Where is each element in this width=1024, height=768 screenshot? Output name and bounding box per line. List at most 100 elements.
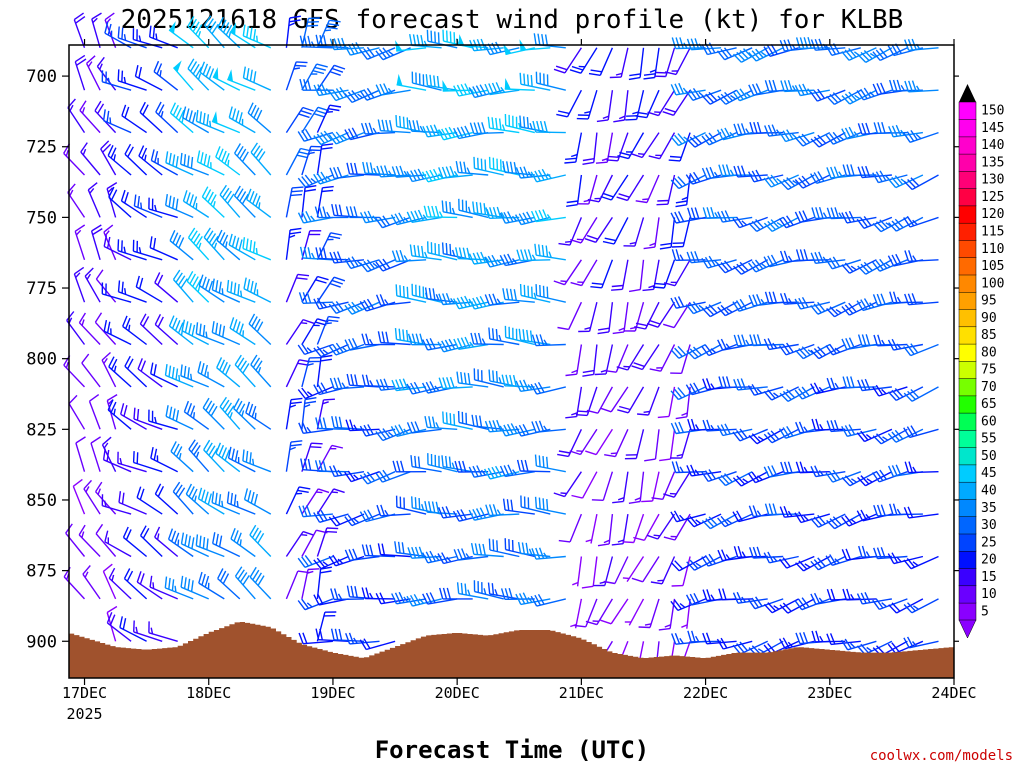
wind-barb: [212, 67, 241, 91]
wind-barb: [857, 47, 893, 64]
wind-barb: [437, 552, 473, 565]
wind-barb: [856, 592, 893, 605]
wind-barb: [499, 211, 535, 224]
wind-barb: [587, 174, 614, 203]
colorbar: 5 10 15 20 25 30 35 40 45 50 55 60 65 70 75 80 85 90 95 100…: [958, 84, 1004, 639]
colorbar-label: 85: [981, 328, 997, 343]
y-tick-label: 725: [26, 138, 57, 158]
wind-barb: [285, 227, 302, 260]
wind-barb: [671, 461, 706, 474]
wind-barb: [570, 217, 598, 244]
wind-barb: [565, 344, 583, 377]
colorbar-segment: [958, 602, 977, 621]
wind-barb: [825, 343, 862, 356]
colorbar-segment: [958, 274, 977, 293]
wind-barb: [167, 528, 194, 558]
y-tick-label: 750: [26, 208, 57, 228]
colorbar-segment: [958, 326, 977, 345]
colorbar-label: 110: [981, 242, 1004, 257]
wind-barb: [101, 282, 132, 303]
wind-barb: [888, 124, 923, 138]
y-tick-label: 900: [26, 632, 57, 652]
wind-barb: [132, 28, 163, 49]
wind-barb: [328, 300, 365, 314]
wind-barb: [315, 247, 349, 261]
colorbar-label: 130: [981, 173, 1004, 188]
colorbar-label: 25: [981, 535, 997, 550]
wind-barb: [314, 206, 349, 219]
wind-barb: [196, 150, 225, 176]
colorbar-segment: [958, 239, 977, 258]
wind-barb: [297, 343, 334, 356]
wind-barb: [242, 66, 272, 91]
x-axis-label: Forecast Time (UTC): [375, 736, 650, 764]
wind-barb: [124, 143, 148, 176]
colorbar-label: 120: [981, 207, 1004, 222]
wind-barb: [117, 280, 147, 303]
wind-barb: [455, 247, 489, 261]
wind-barb: [154, 483, 179, 515]
wind-barb: [134, 65, 163, 91]
wind-barb: [104, 530, 132, 558]
wind-barb: [532, 120, 566, 134]
wind-barb: [215, 146, 241, 176]
wind-barb: [516, 459, 551, 473]
wind-barb: [361, 333, 396, 346]
wind-barb: [663, 471, 691, 498]
wind-barb: [670, 386, 706, 401]
terrain-surface: [69, 622, 960, 678]
colorbar-label: 75: [981, 363, 997, 378]
wind-barb: [422, 592, 458, 605]
wind-barb: [154, 272, 179, 303]
wind-barb: [763, 465, 799, 478]
wind-barb: [903, 343, 939, 357]
wind-barb: [749, 546, 784, 559]
wind-barb: [80, 142, 101, 176]
wind-barb: [395, 495, 427, 515]
wind-barb: [904, 461, 939, 474]
wind-barb: [330, 588, 365, 601]
wind-barb: [198, 571, 225, 600]
wind-barb: [313, 382, 349, 396]
wind-barb: [345, 419, 380, 432]
wind-barb: [425, 74, 458, 91]
colorbar-segment: [958, 205, 977, 224]
colorbar-segment: [958, 464, 977, 483]
wind-barb: [671, 556, 691, 587]
wind-barb: [569, 428, 598, 456]
wind-barb: [717, 338, 753, 351]
wind-barb: [732, 47, 769, 63]
wind-barb: [301, 17, 320, 48]
wind-barb: [576, 89, 598, 120]
colorbar-label: 125: [981, 190, 1004, 205]
colorbar-label: 80: [981, 345, 997, 360]
wind-barb: [107, 399, 132, 430]
wind-barb: [487, 116, 520, 134]
wind-barb: [638, 598, 660, 629]
wind-barb: [195, 534, 225, 558]
colorbar-segment: [958, 291, 977, 310]
wind-barb: [137, 358, 163, 388]
wind-barb: [590, 259, 614, 289]
wind-barb: [316, 527, 339, 557]
wind-barb: [670, 344, 691, 374]
wind-barb: [361, 544, 396, 558]
wind-barb: [623, 302, 645, 332]
wind-barb: [650, 556, 676, 585]
wind-barb: [285, 486, 311, 515]
wind-barb: [133, 194, 163, 219]
wind-barb: [904, 80, 939, 93]
wind-barb: [611, 513, 629, 546]
colorbar-segment: [958, 170, 977, 189]
colorbar-segment: [958, 395, 977, 414]
wind-barb: [285, 147, 312, 176]
wind-barb: [904, 293, 939, 306]
wind-barb: [344, 337, 380, 351]
wind-barb: [647, 89, 676, 117]
wind-barb: [148, 621, 178, 642]
wind-barb: [301, 106, 330, 133]
wind-barb: [117, 26, 147, 49]
x-axis: 17DEC 18DEC 19DEC 20DEC 21DEC 22DEC 23DEC 24DEC: [62, 39, 977, 702]
colorbar-min-arrow: [958, 619, 977, 639]
wind-barb: [72, 478, 86, 515]
